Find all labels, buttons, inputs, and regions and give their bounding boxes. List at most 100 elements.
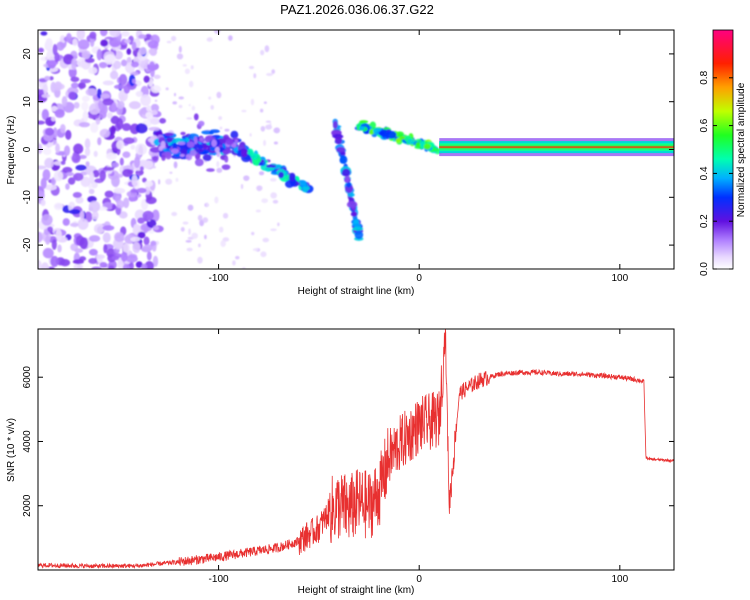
- noise-cloud-mark: [152, 245, 157, 252]
- noise-cloud-mark: [100, 93, 110, 99]
- scatter-band-mark: [164, 132, 174, 137]
- noise-cloud-mark: [273, 127, 281, 134]
- noise-cloud-mark: [188, 228, 191, 235]
- x-tick-label: 0: [416, 273, 422, 284]
- noise-cloud-mark: [271, 69, 276, 74]
- noise-cloud-mark: [57, 244, 62, 253]
- noise-cloud-mark: [144, 180, 154, 187]
- scatter-band-mark: [160, 140, 166, 149]
- noise-cloud-mark: [146, 105, 152, 112]
- noise-cloud-mark: [98, 100, 103, 110]
- noise-cloud-mark: [154, 99, 158, 102]
- noise-cloud-mark: [180, 227, 185, 232]
- noise-cloud-mark: [111, 175, 120, 188]
- noise-cloud-mark: [142, 210, 154, 221]
- noise-cloud-mark: [146, 251, 152, 261]
- noise-cloud-mark: [243, 175, 250, 181]
- descending-arc-1-mark: [265, 164, 277, 168]
- colorbar-ramp: [712, 29, 734, 270]
- scatter-band-mark: [194, 158, 204, 167]
- noise-cloud-mark: [85, 88, 98, 97]
- noise-cloud-mark: [67, 177, 76, 185]
- noise-cloud-mark: [232, 260, 236, 266]
- noise-cloud-mark: [165, 87, 169, 91]
- noise-cloud-mark: [130, 188, 139, 194]
- noise-cloud-mark: [85, 161, 90, 167]
- scatter-band-mark: [234, 139, 239, 144]
- noise-cloud-mark: [65, 172, 74, 177]
- noise-cloud-mark: [240, 184, 244, 190]
- scatter-band-mark: [189, 149, 197, 157]
- noise-cloud-mark: [78, 122, 91, 128]
- noise-cloud-mark: [110, 125, 116, 135]
- noise-cloud-mark: [197, 214, 203, 221]
- noise-cloud-mark: [165, 178, 173, 185]
- convergence-mark: [358, 126, 365, 131]
- noise-cloud-mark: [38, 47, 44, 53]
- noise-cloud-mark: [52, 127, 58, 139]
- spectrogram-xlabel: Height of straight line (km): [298, 286, 415, 297]
- noise-cloud-mark: [126, 254, 138, 263]
- noise-cloud-mark: [100, 39, 109, 47]
- noise-cloud-mark: [105, 152, 117, 160]
- scatter-band-mark: [206, 168, 215, 172]
- descending-arc-2-mark: [354, 230, 364, 240]
- x-tick-label: -100: [209, 273, 229, 284]
- x-tick-label: -100: [209, 574, 229, 585]
- noise-cloud-mark: [73, 263, 84, 269]
- noise-cloud-mark: [98, 62, 108, 69]
- scatter-band-mark: [186, 141, 195, 148]
- noise-cloud-mark: [55, 143, 60, 154]
- noise-cloud-mark: [197, 256, 203, 264]
- spectrogram-ylabel: Frequency (Hz): [6, 116, 17, 185]
- noise-cloud-mark: [148, 126, 161, 131]
- noise-cloud-mark: [151, 166, 156, 169]
- noise-cloud-mark: [263, 139, 267, 147]
- noise-cloud-mark: [259, 108, 264, 113]
- noise-cloud-mark: [49, 76, 54, 81]
- noise-cloud-mark: [88, 248, 98, 256]
- noise-cloud-mark: [122, 151, 131, 159]
- noise-cloud-mark: [84, 147, 91, 157]
- noise-cloud-mark: [75, 164, 87, 171]
- scatter-band-mark: [193, 113, 199, 121]
- noise-cloud-mark: [121, 123, 132, 131]
- noise-cloud-mark: [130, 144, 136, 150]
- noise-cloud-mark: [116, 117, 124, 130]
- convergence-mark: [379, 129, 389, 138]
- noise-cloud-mark: [121, 31, 130, 37]
- noise-cloud-mark: [264, 45, 270, 53]
- colorbar-tick-label: 0.4: [699, 166, 710, 180]
- noise-cloud-mark: [216, 91, 222, 99]
- scatter-band-mark: [199, 136, 204, 142]
- noise-cloud-mark: [116, 200, 125, 209]
- noise-cloud-mark: [118, 74, 128, 86]
- noise-cloud-mark: [72, 259, 84, 265]
- noise-cloud-mark: [80, 78, 91, 84]
- noise-cloud-mark: [117, 100, 125, 110]
- noise-cloud-mark: [136, 187, 147, 194]
- scatter-band-mark: [161, 154, 166, 161]
- descending-arc-1-mark: [300, 180, 307, 186]
- noise-cloud-mark: [130, 236, 141, 242]
- noise-cloud-mark: [76, 30, 86, 40]
- noise-cloud-mark: [249, 133, 252, 137]
- noise-cloud-mark: [147, 40, 159, 49]
- noise-cloud-mark: [41, 93, 51, 98]
- noise-cloud-mark: [111, 162, 120, 168]
- noise-cloud-mark: [220, 240, 226, 247]
- noise-cloud-mark: [190, 65, 194, 70]
- noise-cloud-mark: [250, 98, 255, 106]
- colorbar-tick-label: 0.8: [699, 70, 710, 84]
- noise-cloud-mark: [63, 54, 74, 65]
- noise-cloud-mark: [138, 47, 147, 56]
- scatter-band-mark: [225, 138, 234, 145]
- noise-cloud-mark: [219, 226, 224, 233]
- noise-cloud-mark: [216, 167, 223, 173]
- noise-cloud-mark: [75, 196, 84, 204]
- descending-arc-2-mark: [347, 192, 355, 197]
- descending-arc-2-mark: [346, 182, 352, 188]
- noise-cloud-mark: [131, 78, 137, 84]
- noise-cloud-mark: [78, 82, 86, 89]
- convergence-mark: [415, 142, 421, 147]
